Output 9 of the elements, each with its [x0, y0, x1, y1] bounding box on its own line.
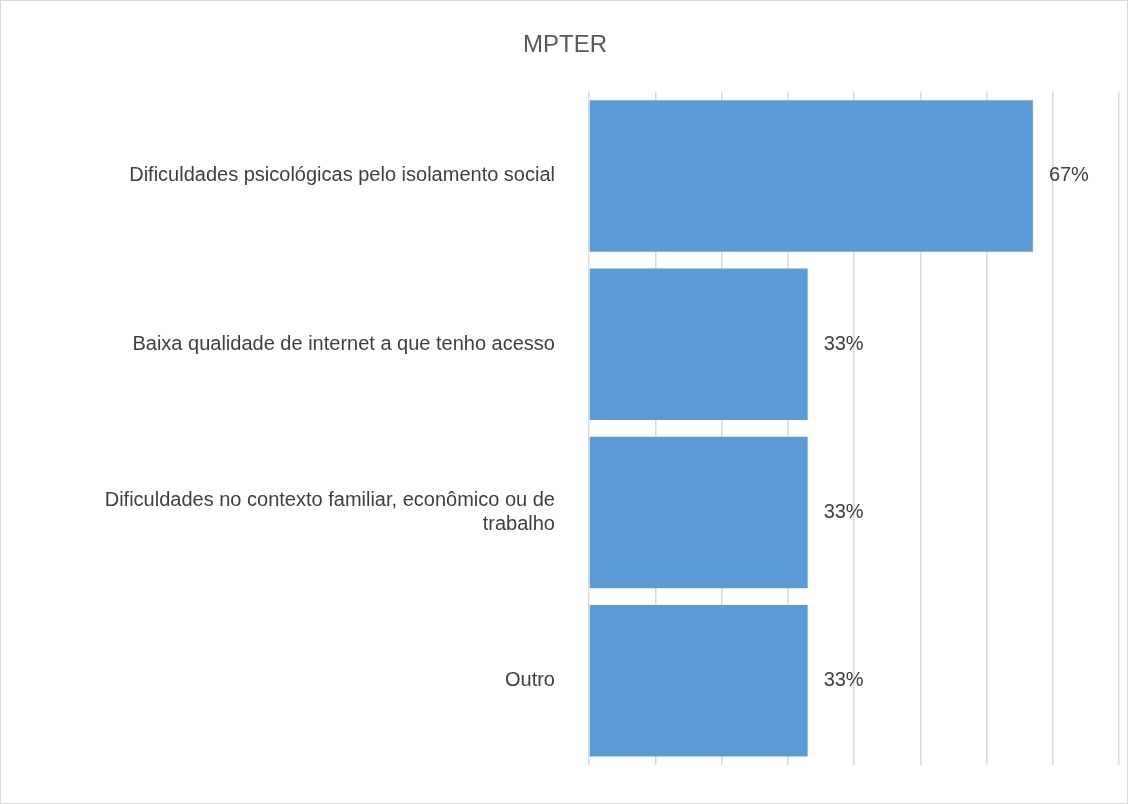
y-tick-label: Dificuldades psicológicas pelo isolamento social — [129, 163, 555, 186]
y-tick-label: Baixa qualidade de internet a que tenho acesso — [132, 331, 555, 354]
chart-title: MPTER — [523, 30, 607, 58]
y-tick-label: Dificuldades no contexto familiar, econômico ou de trabalho — [104, 488, 555, 535]
data-label: 33% — [823, 331, 864, 354]
y-tick-label: Outro — [504, 668, 555, 691]
data-label: 33% — [823, 668, 864, 691]
data-label: 67% — [1048, 163, 1090, 186]
data-label: 33% — [823, 500, 864, 523]
